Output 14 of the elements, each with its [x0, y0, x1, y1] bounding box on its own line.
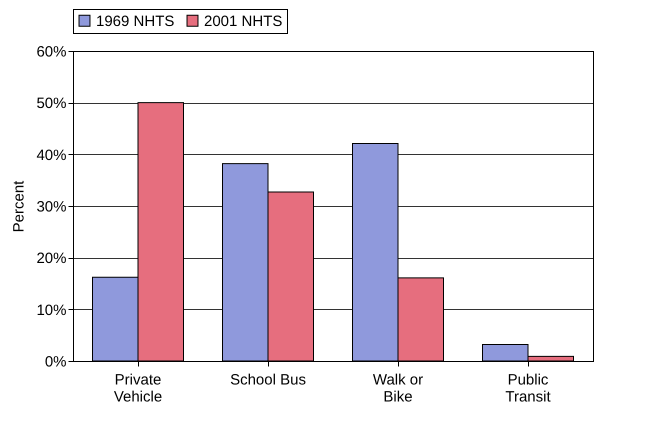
x-tick-label: Public Transit [505, 372, 552, 406]
y-axis-title: Percent [10, 180, 28, 232]
x-tick-label: Private Vehicle [114, 372, 162, 406]
y-tick-label: 50% [36, 95, 66, 112]
x-tick-label: Walk or Bike [372, 372, 424, 406]
y-tick-label: 0% [44, 354, 66, 370]
y-tick-label: 40% [36, 146, 66, 164]
y-tick-label: 30% [36, 198, 66, 216]
y-tick-label: 10% [36, 302, 66, 319]
y-tick-label: 20% [36, 250, 66, 268]
legend-label: 1969 NHTS [96, 12, 174, 30]
legend-label: 2001 NHTS [204, 12, 282, 30]
x-tick-label: School Bus [230, 372, 306, 388]
y-tick-label: 60% [36, 44, 66, 60]
